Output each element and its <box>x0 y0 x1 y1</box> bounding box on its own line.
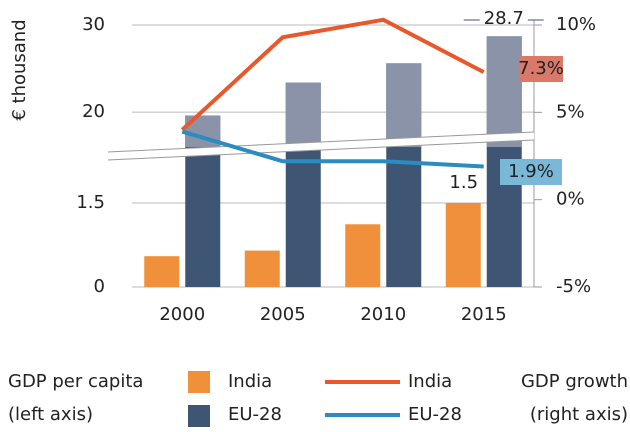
data-label: 1.5 <box>449 172 478 193</box>
legend-group-subtitle: (right axis) <box>530 404 628 425</box>
axis-break <box>108 132 534 160</box>
bar-upper <box>486 36 522 148</box>
y2-tick-label: 0% <box>556 189 585 210</box>
y2-tick-label: 5% <box>556 101 585 122</box>
legend-label: India <box>408 371 452 392</box>
bar <box>445 203 481 287</box>
legend-group-title: GDP per capita <box>8 371 143 392</box>
y-axis-label: € thousand <box>9 19 30 120</box>
data-label: 7.3% <box>518 58 564 79</box>
legend-swatch <box>188 405 210 427</box>
x-tick-label: 2000 <box>159 304 205 325</box>
legend-label: EU-28 <box>228 404 282 425</box>
data-label: 1.9% <box>508 161 554 182</box>
y2-tick-label: 10% <box>556 14 596 35</box>
data-label: 28.7 <box>484 8 524 29</box>
axis-break-line <box>107 139 535 161</box>
bar-upper <box>386 63 422 147</box>
legend-swatch <box>188 371 210 393</box>
legend-group-subtitle: (left axis) <box>8 404 93 425</box>
axis-break-line <box>107 131 535 153</box>
bar-upper <box>285 82 321 147</box>
y-tick-label: 20 <box>82 101 105 122</box>
x-tick-label: 2015 <box>461 304 507 325</box>
line <box>181 129 484 169</box>
y-tick-label: 30 <box>82 14 105 35</box>
bar <box>345 224 381 287</box>
bar <box>244 250 280 287</box>
x-tick-label: 2010 <box>360 304 406 325</box>
legend-group-title: GDP growth <box>521 371 628 392</box>
y-tick-label: 0 <box>94 276 105 297</box>
x-tick-label: 2005 <box>260 304 306 325</box>
legend-label: India <box>228 371 272 392</box>
y-tick-label: 1.5 <box>76 192 105 213</box>
line <box>180 17 485 132</box>
legend-label: EU-28 <box>408 404 462 425</box>
data-label-box <box>500 159 562 185</box>
data-label-box <box>519 56 563 82</box>
bar <box>144 256 180 287</box>
y2-tick-label: -5% <box>556 276 591 297</box>
